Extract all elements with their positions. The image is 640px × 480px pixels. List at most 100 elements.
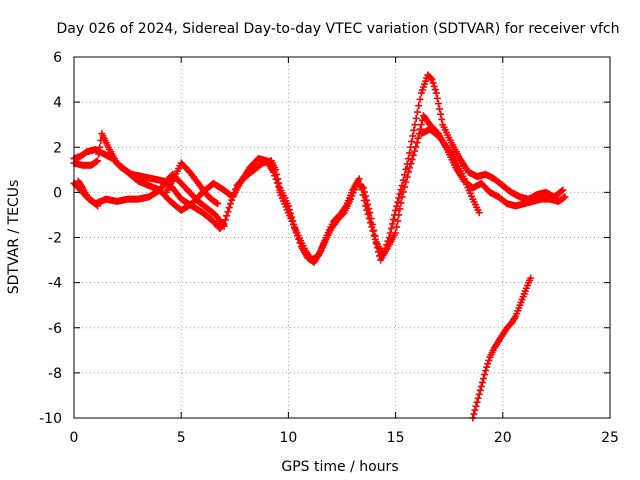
data-marker [370,226,378,234]
y-tick-label: -10 [39,411,62,427]
y-tick-label: -2 [48,231,62,247]
data-point [404,155,412,163]
data-marker [380,248,388,256]
x-axis-label: GPS time / hours [281,459,398,475]
data-marker [484,360,492,368]
data-marker [96,143,104,151]
series-trace-g [276,71,567,264]
data-marker [365,205,373,213]
data-marker [427,74,435,82]
data-marker [406,164,414,172]
data-marker [412,114,420,122]
y-tick-label: 0 [53,185,62,201]
data-marker [386,229,394,237]
data-point [347,195,355,203]
data-marker [470,410,478,418]
data-marker [408,155,416,163]
data-point [398,182,406,190]
data-marker [350,186,358,194]
data-marker [476,386,484,394]
data-marker [394,198,402,206]
data-marker [472,402,480,410]
y-tick-label: -8 [48,366,62,382]
series-trace-i [469,274,535,422]
grid-lines [74,57,610,418]
data-marker [225,204,233,212]
data-marker [471,406,479,414]
data-point [475,209,483,217]
data-marker [367,215,375,223]
data-point [477,382,485,390]
data-marker [275,183,283,191]
data-marker [381,244,389,252]
data-points [70,71,569,422]
data-marker [415,102,423,110]
data-marker [223,212,231,220]
data-point [432,89,440,97]
data-marker [362,192,370,200]
data-marker [402,165,410,173]
data-marker [396,190,404,198]
y-tick-label: -6 [48,321,62,337]
data-marker [417,121,425,129]
series-trace-d [74,177,102,210]
data-marker [414,134,422,142]
data-marker [391,211,399,219]
data-marker [339,210,347,218]
chart-title: Day 026 of 2024, Sidereal Day-to-day VTE… [56,21,619,37]
x-tick-label: 25 [601,430,619,446]
data-marker [361,188,369,196]
data-marker [388,220,396,228]
data-marker [558,187,566,195]
data-point [94,202,102,210]
data-marker [272,175,280,183]
data-marker [485,356,493,364]
data-point [561,193,569,201]
x-tick-label: 20 [494,430,512,446]
data-marker [389,215,397,223]
data-marker [406,149,414,157]
y-tick-label: 2 [53,140,62,156]
data-marker [403,160,411,168]
data-marker [480,375,488,383]
data-point [220,222,228,230]
data-point [379,252,387,260]
data-marker [364,200,372,208]
data-point [269,168,277,176]
data-marker [401,171,409,179]
axis-ticks: 0 5 10 15 20 25 -10 -8 -6 -4 -2 0 2 4 6 [39,50,619,446]
series-trace-b [70,130,284,214]
data-point [473,398,481,406]
data-point [227,200,235,208]
x-tick-label: 0 [70,430,79,446]
y-tick-label: -4 [48,276,62,292]
data-point [385,234,393,241]
data-marker [95,150,103,158]
data-marker [433,94,441,102]
data-marker [363,196,371,204]
y-tick-label: 4 [53,95,62,111]
data-marker [478,378,486,386]
data-marker [273,179,281,187]
data-point [392,206,400,214]
data-point [428,76,436,84]
data-marker [438,115,446,123]
data-marker [434,100,442,108]
data-marker [394,217,402,225]
data-marker [560,194,568,202]
data-marker [221,216,229,224]
series-trace-e [162,159,222,208]
data-point [214,200,222,208]
data-marker [410,126,418,134]
data-point [355,175,363,183]
data-marker [474,394,482,402]
data-marker [475,390,483,398]
data-marker [93,201,101,209]
data-marker [348,192,356,200]
data-point [482,367,490,375]
data-point [366,209,374,217]
data-marker [349,189,357,197]
x-tick-label: 15 [387,430,405,446]
